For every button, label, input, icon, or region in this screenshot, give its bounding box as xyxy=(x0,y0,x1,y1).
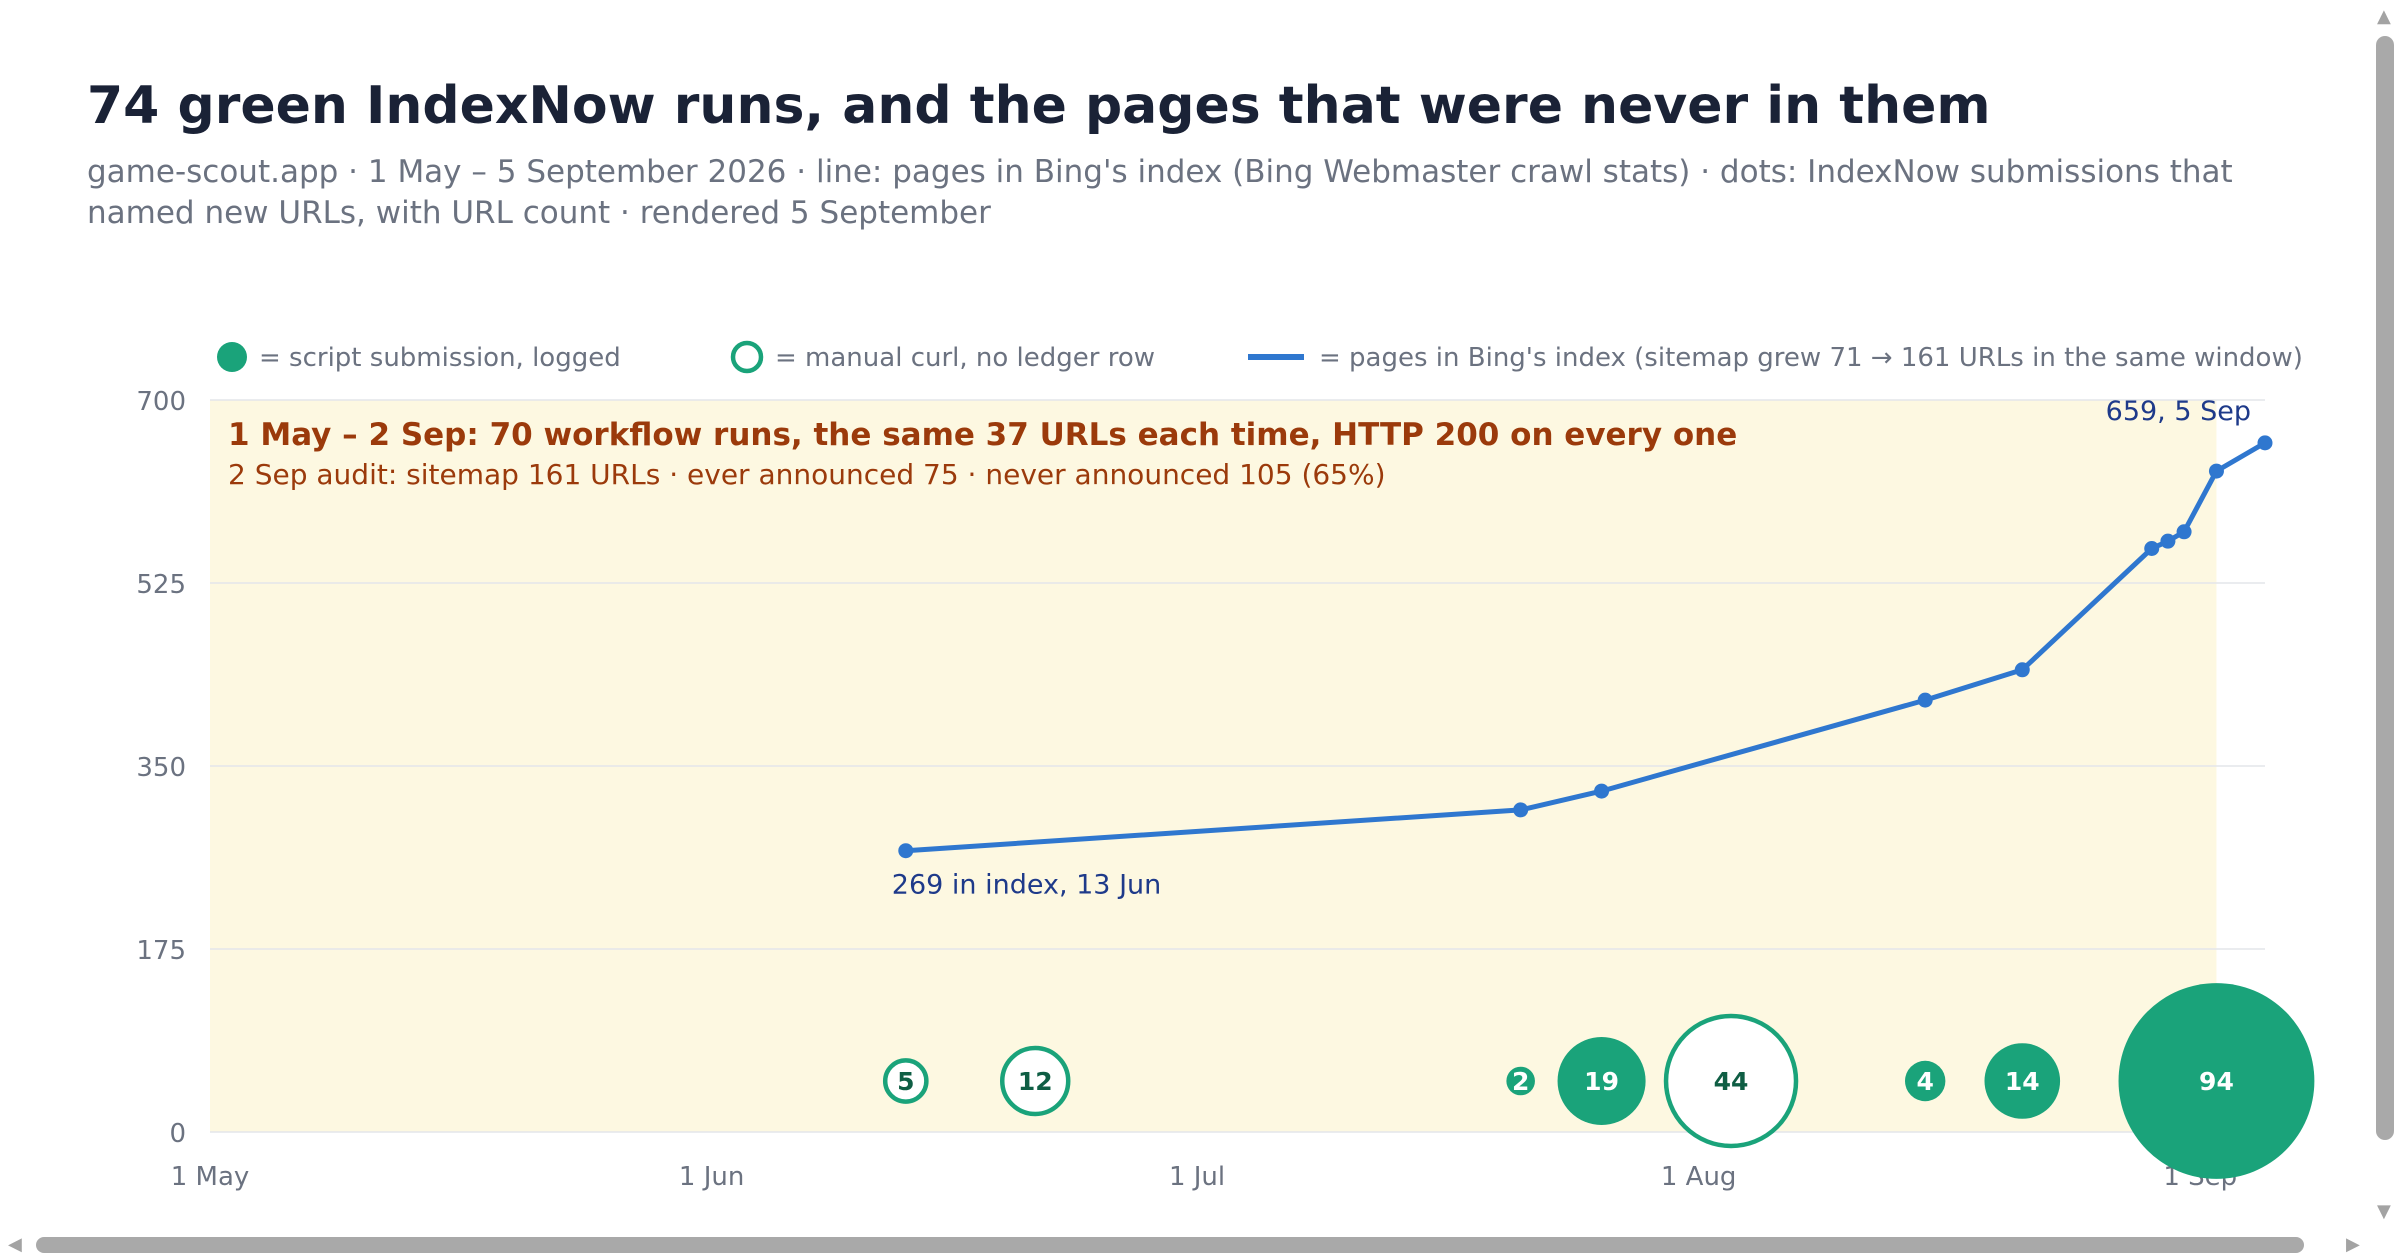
dot-mark xyxy=(1506,1066,1535,1096)
legend-item-manual: = manual curl, no ledger row xyxy=(730,340,1155,374)
dot-count-label: 19 xyxy=(1584,1067,1619,1096)
index-point xyxy=(2257,435,2273,451)
submission-dot-manual: 12 xyxy=(999,1045,1071,1117)
y-tick-label: 525 xyxy=(136,570,186,600)
index-point xyxy=(1594,783,1610,799)
scroll-down-arrow-icon[interactable]: ▼ xyxy=(2377,1201,2391,1222)
submission-dot-script: 4 xyxy=(1904,1060,1946,1102)
dot-count-label: 44 xyxy=(1714,1067,1749,1096)
index-point xyxy=(1513,802,1529,818)
legend-label: = manual curl, no ledger row xyxy=(775,343,1155,373)
dot-count-label: 12 xyxy=(1018,1067,1053,1096)
y-axis: 0 175 350 525 700 xyxy=(136,387,186,1149)
grid xyxy=(210,399,2265,1133)
annotation-detail: 2 Sep audit: sitemap 161 URLs · ever ann… xyxy=(228,458,1386,491)
submission-dot-manual: 44 xyxy=(1663,1013,1799,1149)
line-label-start: 269 in index, 13 Jun xyxy=(892,870,1161,901)
scroll-up-arrow-icon[interactable]: ▲ xyxy=(2377,6,2391,27)
y-tick-label: 700 xyxy=(136,387,186,417)
y-tick-label: 175 xyxy=(136,936,186,966)
index-point xyxy=(898,843,914,859)
horizontal-scrollbar-thumb[interactable] xyxy=(36,1237,2304,1253)
annotation-headline: 1 May – 2 Sep: 70 workflow runs, the sam… xyxy=(228,417,1737,453)
dot-count-label: 4 xyxy=(1916,1067,1933,1096)
chart-title: 74 green IndexNow runs, and the pages th… xyxy=(87,76,1991,136)
submission-dot-script: 14 xyxy=(1984,1043,2061,1119)
index-point xyxy=(2014,662,2030,678)
dot-mark xyxy=(882,1058,929,1104)
scroll-left-arrow-icon[interactable]: ◀ xyxy=(8,1234,22,1255)
index-point xyxy=(2208,463,2224,479)
index-point xyxy=(2144,540,2160,556)
legend-label: = script submission, logged xyxy=(259,343,621,373)
x-tick-label: 1 Jun xyxy=(679,1162,744,1192)
legend: = script submission, logged = manual curl… xyxy=(217,340,2303,374)
annotation: 1 May – 2 Sep: 70 workflow runs, the sam… xyxy=(228,417,1737,491)
x-tick-label: 1 Jul xyxy=(1169,1162,1225,1192)
legend-filled-dot-icon xyxy=(217,342,247,372)
index-line-series: 269 in index, 13 Jun 659, 5 Sep xyxy=(892,396,2273,901)
legend-item-index: = pages in Bing's index (sitemap grew 71… xyxy=(1248,343,2303,373)
submission-dot-script: 19 xyxy=(1557,1036,1646,1126)
dot-count-label: 14 xyxy=(2005,1067,2040,1096)
index-point xyxy=(2176,524,2192,540)
dot-mark xyxy=(2118,983,2315,1179)
submission-dot-script: 2 xyxy=(1506,1066,1535,1096)
y-tick-label: 0 xyxy=(169,1119,186,1149)
dot-mark xyxy=(1557,1036,1646,1126)
dot-count-label: 94 xyxy=(2199,1067,2234,1096)
dot-mark xyxy=(1663,1013,1799,1149)
legend-label: = pages in Bing's index (sitemap grew 71… xyxy=(1319,343,2303,373)
vertical-scrollbar-thumb[interactable] xyxy=(2376,36,2394,1140)
line-label-end: 659, 5 Sep xyxy=(2106,396,2251,427)
dot-count-label: 5 xyxy=(897,1067,914,1096)
x-tick-label: 1 Aug xyxy=(1661,1162,1737,1192)
submission-dots: 51221944414994 xyxy=(882,983,2315,1179)
chart-subtitle: game-scout.app · 1 May – 5 September 202… xyxy=(87,154,2233,231)
dot-mark xyxy=(1984,1043,2061,1119)
submission-dot-script: 94 xyxy=(2118,983,2315,1179)
legend-item-script: = script submission, logged xyxy=(217,342,621,373)
submission-dot-manual: 5 xyxy=(882,1058,929,1104)
dot-mark xyxy=(1904,1060,1946,1102)
x-tick-label: 1 May xyxy=(171,1162,250,1192)
index-line xyxy=(903,440,2268,854)
index-point xyxy=(1917,692,1933,708)
y-tick-label: 350 xyxy=(136,753,186,783)
index-point xyxy=(2160,533,2176,549)
scroll-right-arrow-icon[interactable]: ▶ xyxy=(2346,1234,2360,1255)
dot-mark xyxy=(999,1045,1071,1117)
legend-hollow-dot-icon xyxy=(730,340,764,374)
dot-count-label: 2 xyxy=(1512,1067,1529,1096)
